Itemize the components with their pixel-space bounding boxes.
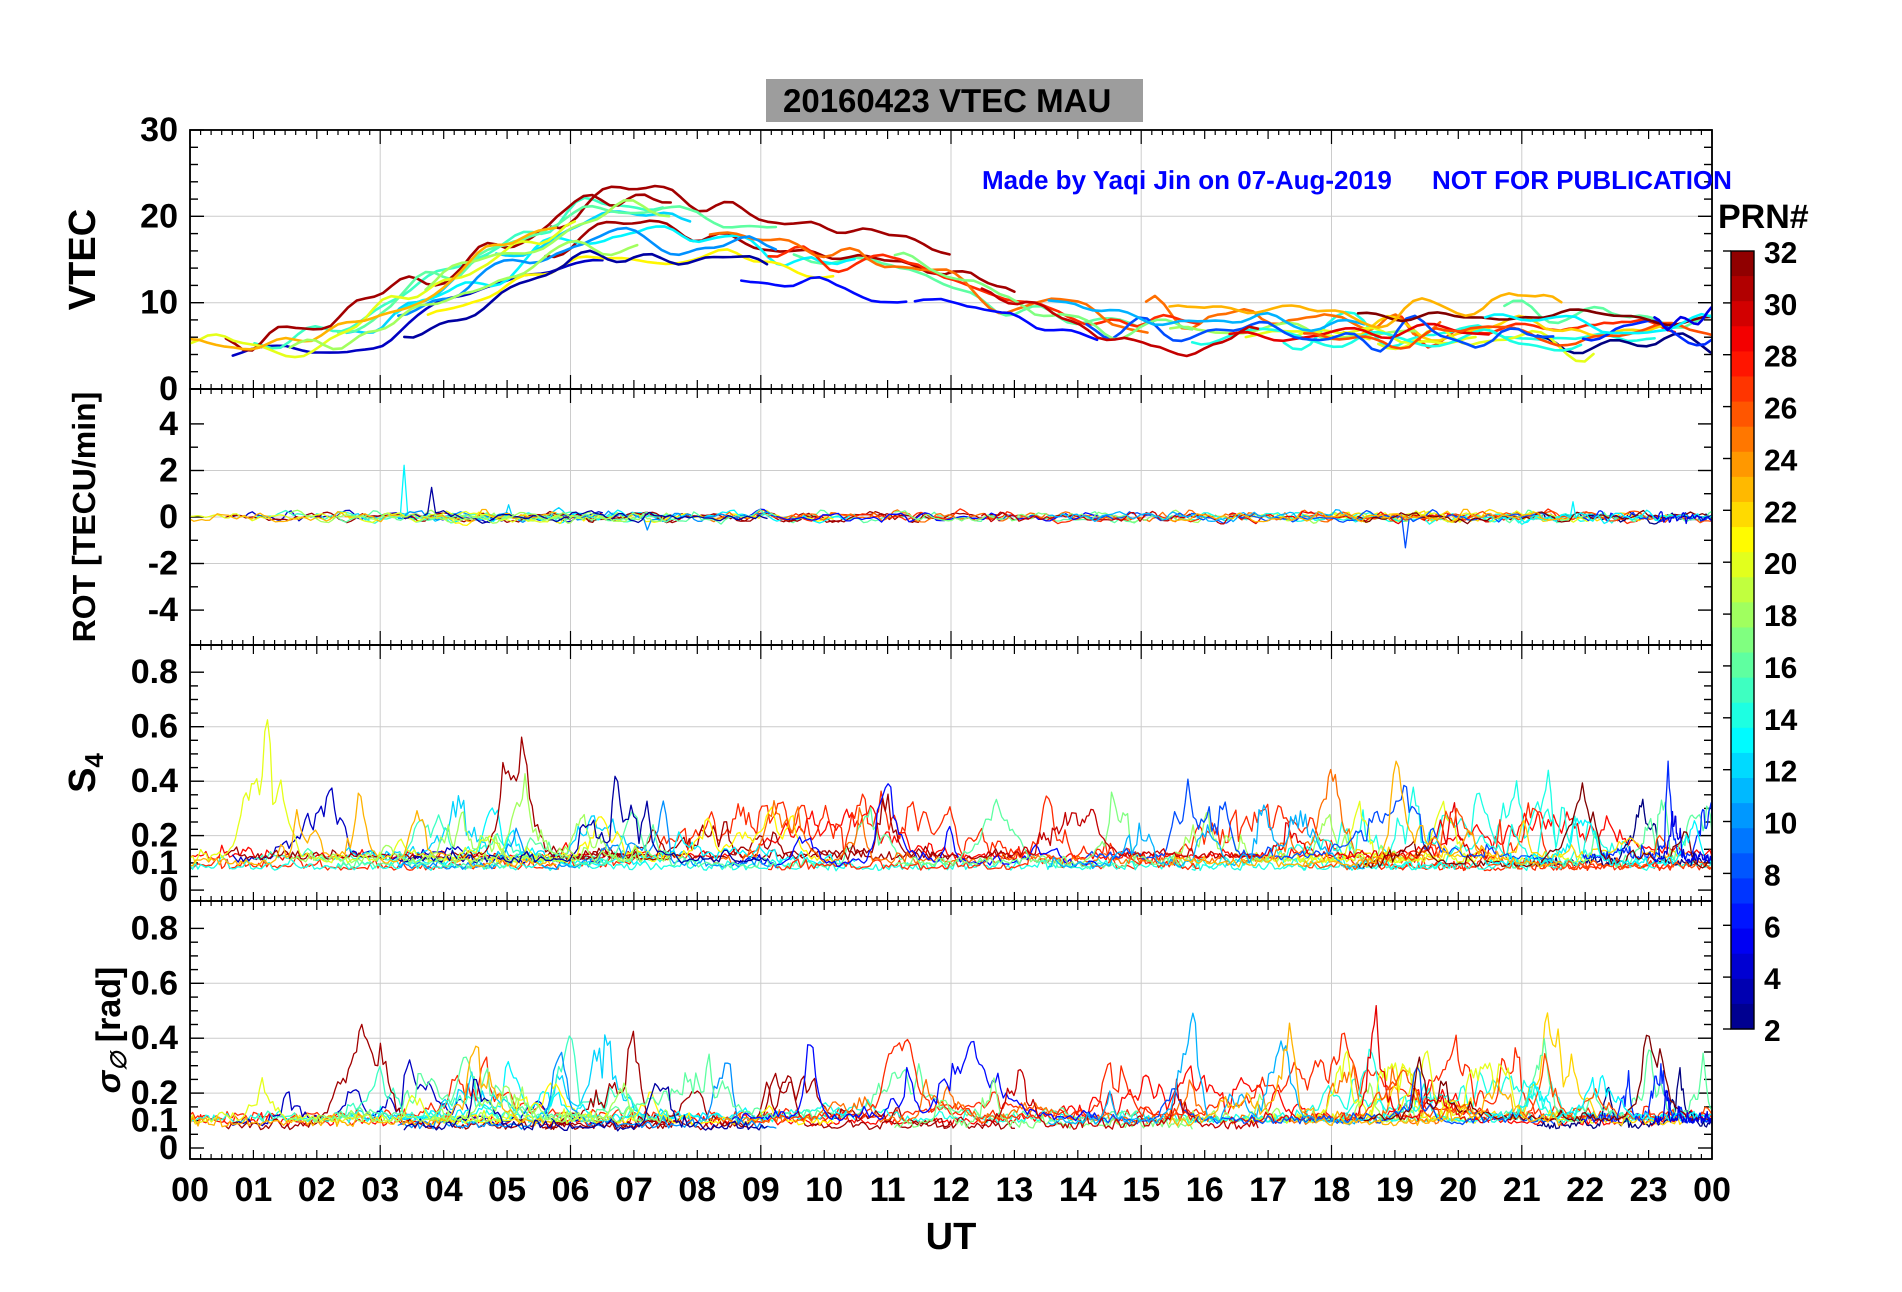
svg-text:2: 2 [1764, 1015, 1781, 1048]
svg-text:13: 13 [995, 1171, 1033, 1209]
svg-text:0: 0 [159, 498, 178, 536]
svg-text:14: 14 [1059, 1171, 1097, 1209]
svg-text:00: 00 [171, 1171, 209, 1209]
svg-text:12: 12 [1764, 756, 1797, 789]
svg-text:05: 05 [488, 1171, 526, 1209]
svg-text:32: 32 [1764, 237, 1797, 270]
svg-text:28: 28 [1764, 341, 1797, 374]
svg-text:15: 15 [1122, 1171, 1160, 1209]
svg-text:10: 10 [140, 284, 178, 322]
svg-text:0.4: 0.4 [131, 1019, 178, 1057]
svg-text:16: 16 [1186, 1171, 1224, 1209]
svg-text:0: 0 [159, 370, 178, 408]
svg-text:30: 30 [140, 111, 178, 149]
svg-text:17: 17 [1249, 1171, 1287, 1209]
svg-text:NOT FOR PUBLICATION: NOT FOR PUBLICATION [1432, 165, 1732, 195]
svg-text:0.8: 0.8 [131, 909, 178, 947]
svg-text:0.6: 0.6 [131, 708, 178, 746]
svg-text:14: 14 [1764, 704, 1798, 737]
svg-text:ROT [TECU/min]: ROT [TECU/min] [66, 392, 102, 643]
svg-text:18: 18 [1313, 1171, 1351, 1209]
svg-text:18: 18 [1764, 600, 1797, 633]
svg-text:VTEC: VTEC [62, 209, 104, 310]
svg-text:11: 11 [870, 1171, 906, 1209]
svg-text:23: 23 [1630, 1171, 1668, 1209]
svg-text:22: 22 [1764, 496, 1797, 529]
svg-text:16: 16 [1764, 652, 1797, 685]
svg-text:07: 07 [615, 1171, 653, 1209]
svg-text:03: 03 [361, 1171, 399, 1209]
svg-text:PRN#: PRN# [1718, 198, 1809, 236]
svg-text:0.8: 0.8 [131, 653, 178, 691]
svg-text:8: 8 [1764, 859, 1781, 892]
svg-text:4: 4 [159, 405, 178, 443]
svg-text:10: 10 [805, 1171, 843, 1209]
svg-text:0.2: 0.2 [131, 1074, 178, 1112]
svg-text:26: 26 [1764, 393, 1797, 426]
svg-text:20: 20 [140, 197, 178, 235]
svg-text:04: 04 [425, 1171, 463, 1209]
svg-text:20160423 VTEC MAU: 20160423 VTEC MAU [783, 82, 1111, 119]
svg-text:24: 24 [1764, 445, 1798, 478]
svg-text:-4: -4 [148, 591, 178, 629]
svg-text:-2: -2 [148, 545, 178, 583]
svg-text:00: 00 [1693, 1171, 1731, 1209]
svg-text:22: 22 [1566, 1171, 1604, 1209]
svg-text:0.4: 0.4 [131, 762, 178, 800]
svg-text:21: 21 [1503, 1171, 1541, 1209]
svg-text:10: 10 [1764, 808, 1797, 841]
svg-text:12: 12 [932, 1171, 970, 1209]
svg-text:09: 09 [742, 1171, 780, 1209]
svg-text:20: 20 [1764, 548, 1797, 581]
svg-text:0.6: 0.6 [131, 964, 178, 1002]
svg-text:30: 30 [1764, 289, 1797, 322]
svg-text:σ∅ [rad]: σ∅ [rad] [90, 967, 131, 1094]
svg-text:02: 02 [298, 1171, 336, 1209]
svg-text:19: 19 [1376, 1171, 1414, 1209]
svg-text:0.2: 0.2 [131, 817, 178, 855]
svg-text:2: 2 [159, 452, 178, 490]
svg-text:08: 08 [678, 1171, 716, 1209]
svg-text:20: 20 [1439, 1171, 1477, 1209]
svg-text:4: 4 [1764, 963, 1781, 996]
svg-text:UT: UT [926, 1216, 977, 1258]
svg-text:06: 06 [552, 1171, 590, 1209]
svg-text:6: 6 [1764, 911, 1781, 944]
svg-text:Made by Yaqi Jin on 07-Aug-201: Made by Yaqi Jin on 07-Aug-2019 [982, 165, 1392, 195]
svg-text:01: 01 [234, 1171, 272, 1209]
